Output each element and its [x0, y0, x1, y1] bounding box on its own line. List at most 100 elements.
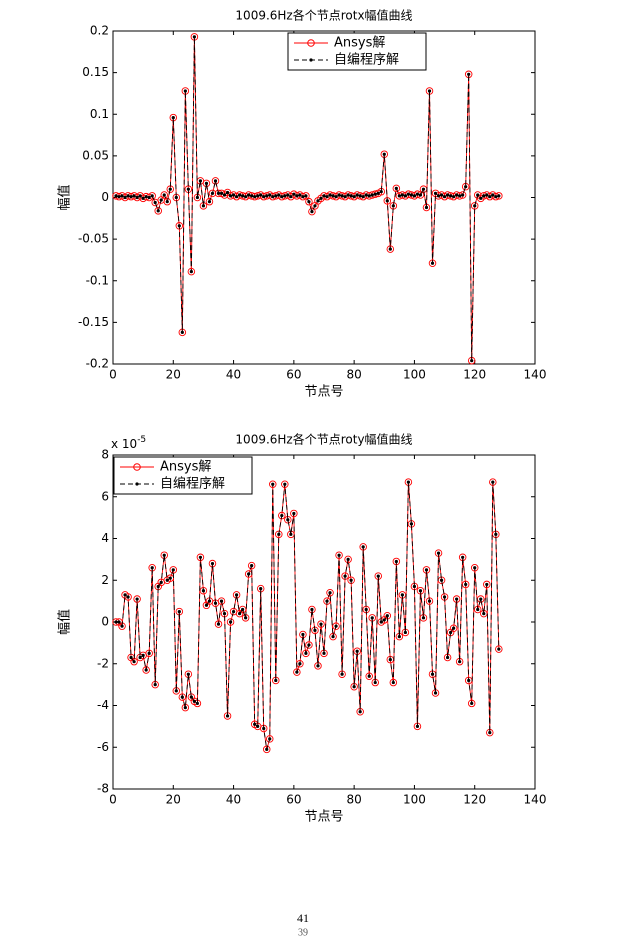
data-point [382, 618, 386, 622]
legend-box [113, 456, 253, 495]
data-point [476, 193, 480, 197]
data-point [400, 593, 404, 597]
data-point [189, 695, 193, 699]
data-point [424, 205, 429, 210]
data-point [452, 626, 456, 630]
data-point [319, 622, 323, 626]
data-point [415, 192, 420, 196]
data-point [389, 678, 398, 687]
data-point [174, 195, 178, 200]
data-point [331, 635, 335, 639]
data-point [355, 649, 359, 653]
y-exponent-base: x 10 [111, 437, 137, 451]
data-point [165, 200, 169, 204]
data-point [418, 193, 423, 197]
data-point [269, 480, 277, 488]
data-point [268, 193, 272, 197]
data-point [361, 545, 365, 549]
data-point [409, 193, 414, 197]
data-point [120, 624, 124, 628]
data-point [301, 195, 305, 199]
plot-marks [112, 33, 503, 365]
data-point [485, 582, 489, 587]
data-point [385, 614, 389, 618]
data-point [207, 599, 212, 603]
data-point [476, 595, 485, 603]
data-point [470, 359, 474, 363]
data-point [334, 624, 338, 628]
data-point [293, 668, 301, 676]
x-tick-label: 40 [226, 793, 241, 807]
data-point [213, 179, 218, 183]
data-point [334, 195, 338, 199]
data-point [313, 628, 317, 632]
data-point [497, 194, 501, 198]
y-tick-label: 6 [101, 489, 109, 503]
y-tick-label: -2 [97, 656, 109, 670]
series-line [115, 36, 499, 361]
x-axis-label: 节点号 [304, 385, 343, 400]
data-point [247, 572, 251, 576]
data-point [150, 194, 154, 198]
data-point [250, 194, 254, 198]
data-point [280, 513, 284, 518]
data-point [162, 193, 166, 197]
data-point [210, 561, 215, 566]
x-tick-label: 20 [166, 793, 181, 807]
data-point [156, 209, 160, 213]
x-tick-label: 40 [226, 368, 241, 382]
data-point [283, 194, 287, 198]
data-point [145, 649, 153, 658]
data-point [349, 578, 353, 582]
data-point [406, 192, 410, 196]
data-point [177, 609, 181, 614]
data-point [328, 193, 332, 197]
data-point [352, 195, 356, 199]
y-tick-label: -0.05 [78, 232, 109, 246]
data-point [298, 193, 302, 197]
data-point [114, 620, 118, 624]
data-point [141, 653, 145, 658]
data-point [219, 191, 224, 195]
data-point [307, 200, 311, 204]
data-point [479, 196, 483, 200]
y-tick-label: -0.2 [86, 357, 109, 371]
data-point [141, 196, 145, 200]
data-point [187, 267, 196, 276]
data-point [186, 672, 190, 676]
data-point [138, 194, 142, 198]
y-tick-label: 0.15 [82, 65, 109, 79]
data-point [483, 580, 491, 589]
data-point [442, 595, 447, 599]
data-point [470, 701, 474, 706]
data-point [163, 197, 172, 206]
data-point [310, 607, 314, 612]
data-point [211, 177, 220, 185]
data-point [442, 195, 447, 199]
data-point [400, 193, 404, 197]
legend-label: Ansys解 [160, 460, 211, 475]
data-point [147, 651, 151, 655]
data-point [433, 691, 438, 695]
data-point [201, 204, 206, 208]
data-point [153, 683, 157, 687]
data-point [295, 194, 299, 198]
data-point [305, 197, 313, 206]
x-tick-label: 120 [463, 793, 486, 807]
data-point [216, 622, 221, 626]
data-point [311, 626, 319, 635]
legend-marker [133, 463, 141, 471]
data-point [201, 589, 206, 593]
data-point [412, 584, 417, 589]
data-point [326, 589, 334, 597]
y-tick-label: 0.2 [90, 24, 109, 38]
data-point [286, 518, 290, 522]
data-point [449, 630, 453, 635]
data-point [250, 564, 254, 568]
data-point [132, 194, 136, 198]
data-point [290, 509, 298, 518]
data-point [186, 187, 190, 191]
data-point [397, 635, 401, 639]
data-point [461, 555, 465, 559]
data-point [168, 187, 172, 191]
